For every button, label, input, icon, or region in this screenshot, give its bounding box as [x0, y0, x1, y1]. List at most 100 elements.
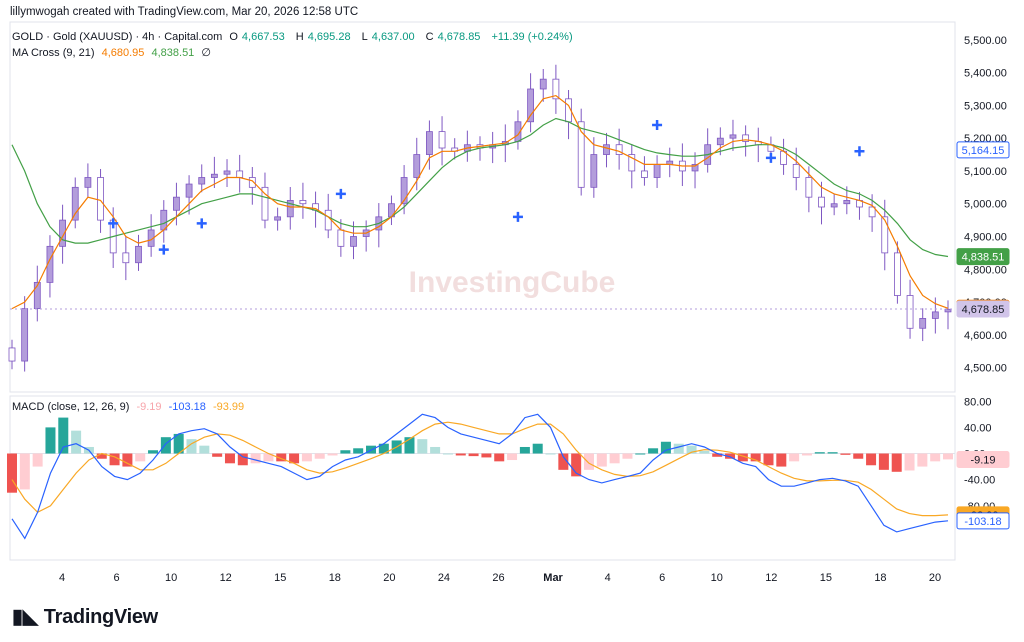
macd-histogram-bar [186, 439, 197, 454]
high-label: H [295, 31, 304, 43]
candle-body [906, 295, 914, 329]
candle-body [438, 131, 446, 149]
macd-histogram-bar [519, 446, 530, 454]
macd-histogram-bar [725, 453, 736, 459]
candle-body [210, 173, 218, 178]
candle-body [413, 154, 421, 178]
candle-body [71, 186, 79, 221]
macd-histogram-bar [789, 453, 800, 462]
candle-body [122, 252, 130, 264]
macd-histogram-bar [943, 453, 953, 460]
macd-hist-value: -9.19 [136, 401, 162, 413]
ma-cross-marker [854, 146, 865, 157]
price-axis-tick: 5,400.00 [964, 68, 1007, 80]
macd-histogram-bar [635, 453, 646, 455]
macd-histogram-bar [840, 453, 851, 455]
candle-body [653, 163, 661, 178]
candle-body [59, 219, 66, 247]
candle-body [539, 78, 547, 90]
price-axis-tick: 4,600.00 [964, 330, 1007, 342]
macd-histogram-bar [160, 437, 171, 454]
macd-histogram-bar [135, 453, 146, 462]
candle-body [641, 170, 648, 178]
macd-histogram-bar [596, 453, 607, 467]
macd-histogram-bar [827, 452, 838, 454]
ma-hidden-icon[interactable]: ∅ [201, 47, 211, 59]
candle-body [742, 134, 750, 142]
symbol-name: GOLD · Gold (XAUUSD) · 4h · Capital.com [12, 31, 223, 43]
candle-body [577, 121, 585, 188]
symbol-legend: GOLD · Gold (XAUUSD) · 4h · Capital.com … [12, 31, 577, 43]
macd-axis-tick: 40.00 [964, 422, 992, 434]
tradingview-mark-icon: ▮◣ [12, 606, 38, 628]
value-tag [956, 512, 1010, 530]
macd-histogram-bar [814, 452, 825, 454]
ma-label: MA Cross (9, 21) [12, 47, 95, 59]
candle-body [337, 229, 345, 247]
candle-body [527, 88, 534, 123]
candle-body [615, 144, 623, 155]
candle-body [944, 308, 952, 313]
time-axis-tick: 24 [438, 572, 450, 584]
time-axis-tick: 4 [59, 572, 65, 584]
time-axis-tick: 12 [220, 572, 232, 584]
candle-body [185, 183, 193, 198]
tradingview-logo[interactable]: ▮◣ TradingView [12, 604, 158, 629]
price-axis-tick: 5,500.00 [964, 35, 1007, 47]
candle-body [931, 311, 939, 319]
macd-histogram-bar [224, 453, 235, 464]
time-axis-tick: 4 [605, 572, 611, 584]
macd-histogram-bar [173, 433, 184, 454]
macd-histogram-bar [378, 443, 389, 454]
macd-histogram-bar [763, 453, 774, 466]
macd-histogram-bar [71, 430, 82, 454]
candle-body [868, 206, 876, 218]
macd-histogram-bar [455, 453, 466, 456]
macd-histogram-bar [109, 453, 120, 466]
macd-histogram-bar [571, 453, 582, 477]
macd-histogram-bar [45, 427, 56, 454]
macd-histogram-bar [263, 453, 274, 462]
macd-histogram-bar [878, 453, 889, 470]
tradingview-logo-text: TradingView [43, 606, 158, 628]
ma-cross-marker [196, 218, 207, 229]
macd-histogram-bar [199, 445, 210, 454]
close-value: 4,678.85 [437, 31, 481, 43]
macd-histogram-bar [301, 453, 312, 462]
candle-body [603, 144, 610, 155]
candle-body [729, 134, 737, 139]
macd-histogram-bar [96, 453, 107, 459]
ma-fast-line [11, 94, 949, 310]
candle-body [716, 137, 724, 146]
candle-body [590, 154, 598, 188]
macd-histogram-bar [32, 453, 43, 467]
ma-slow-line [11, 117, 949, 258]
macd-histogram-bar [891, 453, 902, 472]
candle-body [426, 131, 433, 155]
macd-line-value: -103.18 [168, 401, 206, 413]
macd-histogram-bar [404, 437, 415, 454]
candle-body [805, 177, 813, 198]
macd-histogram-bar [430, 446, 441, 454]
time-axis-tick: 10 [165, 572, 177, 584]
candle-body [97, 177, 104, 221]
candle-body [21, 308, 29, 362]
value-tag-label: -103.18 [964, 516, 1001, 528]
time-axis-tick: 20 [929, 572, 941, 584]
ma-cross-marker [335, 188, 346, 199]
chart-credit: lillymwogah created with TradingView.com… [10, 6, 359, 18]
time-axis-tick: 15 [820, 572, 832, 584]
low-value: 4,637.00 [371, 31, 415, 43]
macd-histogram-bar [930, 453, 941, 462]
macd-histogram-bar [583, 453, 594, 470]
macd-histogram-bar [417, 439, 428, 454]
high-value: 4,695.28 [307, 31, 351, 43]
macd-histogram-bar [353, 448, 364, 454]
time-axis-tick: 26 [492, 572, 504, 584]
macd-histogram-bar [289, 453, 300, 464]
ma-cross-marker [108, 218, 119, 229]
ma-cross-marker [765, 152, 776, 163]
value-tag-label: 4,678.85 [962, 304, 1005, 316]
candle-body [286, 200, 294, 218]
